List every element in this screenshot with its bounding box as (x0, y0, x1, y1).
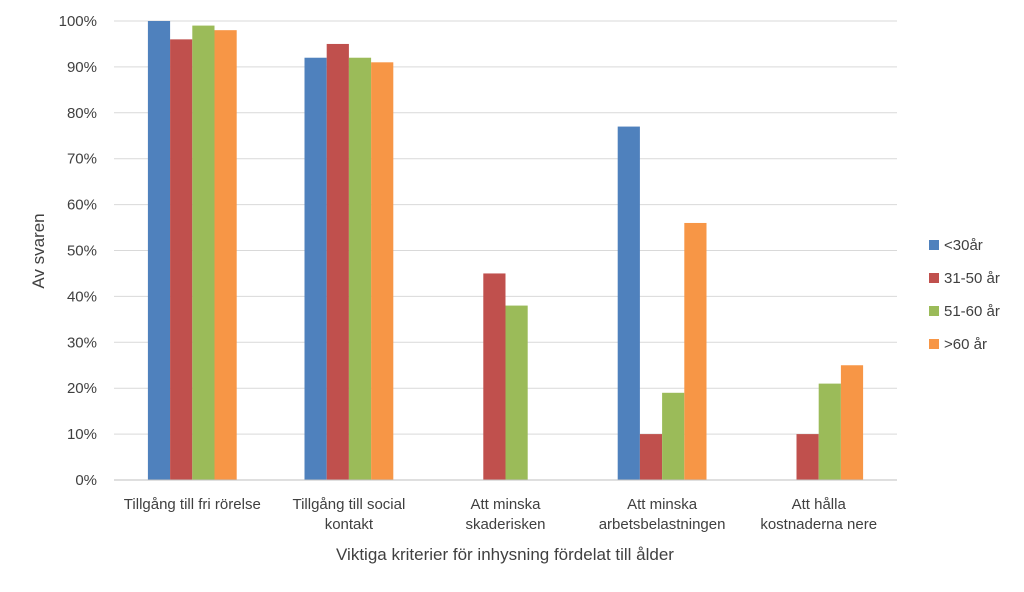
bar (348, 57, 372, 480)
x-category-label: Tillgång till fri rörelse (124, 496, 261, 513)
bar (483, 273, 506, 480)
y-tick-label: 100% (59, 13, 97, 30)
y-tick-label: 0% (75, 472, 97, 489)
y-tick-label: 80% (67, 105, 97, 122)
bar (214, 30, 237, 481)
y-tick-label: 20% (67, 380, 97, 397)
legend-swatch (929, 273, 939, 283)
legend-label: 31-50 år (944, 270, 1000, 287)
bar (192, 25, 215, 481)
legend-swatch (929, 306, 939, 316)
y-axis-title: Av svaren (29, 213, 48, 288)
bar (796, 434, 819, 480)
x-axis-title: Viktiga kriterier för inhysning fördelat… (336, 545, 674, 564)
y-tick-label: 50% (67, 243, 97, 260)
bar (639, 434, 663, 480)
y-tick-label: 40% (67, 288, 97, 305)
bar (371, 62, 394, 481)
bar (147, 21, 171, 480)
legend-swatch (929, 339, 939, 349)
bar (840, 365, 864, 480)
bar (326, 43, 349, 480)
bar (304, 57, 327, 480)
bar (505, 305, 528, 480)
legend-label: >60 år (944, 336, 987, 353)
bar (170, 39, 193, 481)
bar (617, 126, 640, 480)
legend-swatch (929, 240, 939, 250)
legend-label: 51-60 år (944, 303, 1000, 320)
gridlines (114, 20, 897, 435)
bar (818, 383, 841, 480)
x-category-label: Tillgång till social kontakt (292, 496, 405, 533)
bars (147, 21, 864, 481)
legend: <30år 31-50 år 51-60 år >60 år (929, 237, 1000, 353)
y-tick-label: 30% (67, 334, 97, 351)
y-tick-label: 60% (67, 197, 97, 214)
y-tick-label: 70% (67, 151, 97, 168)
y-axis-tick-labels: 0% 10% 20% 30% 40% 50% 60% 70% 80% 90% 100% (59, 13, 97, 489)
x-category-label: Att minska skaderisken (465, 496, 545, 533)
bar (662, 392, 685, 480)
x-axis-category-labels: Tillgång till fri rörelse Tillgång till s… (124, 496, 877, 533)
y-tick-label: 90% (67, 59, 97, 76)
x-category-label: Att minska arbetsbelastningen (599, 496, 726, 533)
x-category-label: Att hålla kostnaderna nere (760, 496, 877, 533)
y-tick-label: 10% (67, 426, 97, 443)
bar (684, 222, 707, 480)
legend-label: <30år (944, 237, 983, 254)
